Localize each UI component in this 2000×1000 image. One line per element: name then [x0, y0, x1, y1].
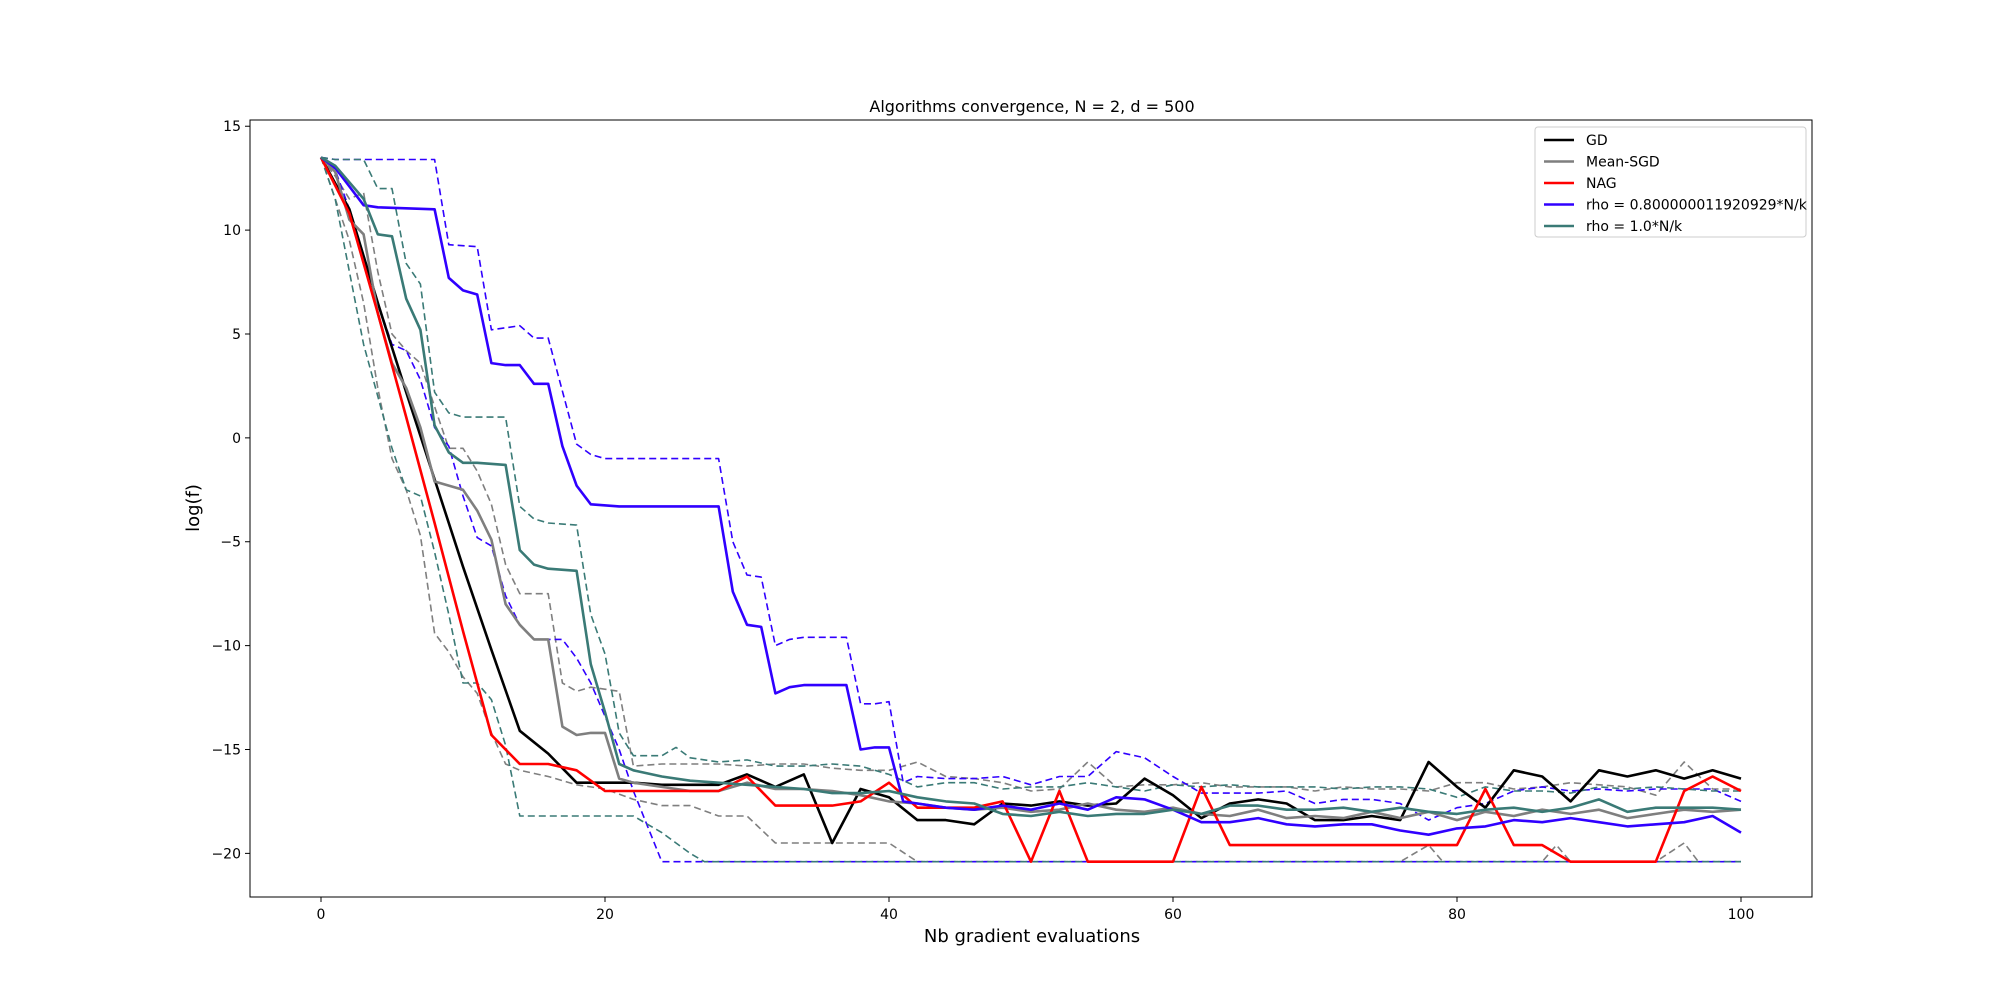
chart-title: Algorithms convergence, N = 2, d = 500: [869, 97, 1194, 116]
series-layer: [319, 156, 1742, 864]
x-tick-label: 60: [1164, 907, 1182, 923]
y-axis-label: log(f): [183, 484, 204, 532]
x-axis: 0 20 40 60 80 100: [317, 897, 1755, 923]
legend: GD Mean-SGD NAG rho = 0.800000011920929*N/k…: [1534, 126, 1808, 238]
x-tick-label: 40: [880, 907, 898, 923]
series-line-mean-sgd: [320, 156, 1742, 822]
legend-label-gd: GD: [1586, 133, 1608, 149]
y-tick-label: −20: [211, 846, 241, 862]
dashed-series-band-8: [320, 156, 1741, 863]
x-tick-label: 20: [596, 907, 614, 923]
y-tick-label: 0: [232, 431, 241, 447]
y-tick-label: 10: [223, 223, 241, 239]
y-tick-label: −15: [211, 742, 241, 758]
series-line-nag: [319, 156, 1742, 864]
dashed-series-band-6: [320, 157, 1741, 863]
legend-label-rho-0-800000011920929-n-k: rho = 0.800000011920929*N/k: [1586, 198, 1808, 214]
x-tick-label: 80: [1448, 907, 1466, 923]
legend-box: [1534, 126, 1807, 238]
series-line-rho-0-800000011920929-n-k: [320, 156, 1742, 837]
plot-frame: [249, 119, 1813, 898]
y-tick-label: 5: [232, 327, 241, 343]
legend-label-mean-sgd: Mean-SGD: [1586, 155, 1660, 171]
legend-label-rho-1-0-n-k: rho = 1.0*N/k: [1586, 219, 1683, 235]
series-line-rho-1-0-n-k: [320, 156, 1742, 818]
dashed-series-band-10: [320, 157, 1741, 863]
y-tick-label: −5: [220, 535, 241, 551]
x-tick-label: 100: [1728, 907, 1755, 923]
x-tick-label: 0: [317, 907, 326, 923]
dashed-series-band-5: [320, 156, 1741, 797]
y-tick-label: −10: [211, 639, 241, 655]
dashed-series-band-9: [320, 156, 1741, 799]
legend-label-nag: NAG: [1586, 176, 1617, 192]
x-axis-label: Nb gradient evaluations: [924, 926, 1140, 947]
y-tick-label: 15: [223, 119, 241, 135]
dashed-series-band-7: [320, 156, 1742, 821]
y-axis: 15 10 5 0 −5 −10 −15 −20: [211, 119, 250, 862]
series-line-gd: [319, 156, 1742, 845]
